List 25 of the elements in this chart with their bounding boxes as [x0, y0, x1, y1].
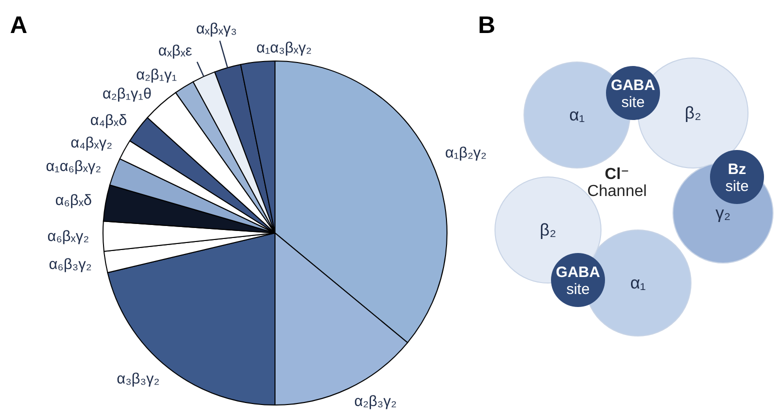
text: β₂ — [540, 220, 556, 240]
slice-label: α₄βₓδ — [90, 112, 127, 129]
slice-label: α₆βₓδ — [55, 192, 92, 209]
text: β₂ — [684, 104, 702, 122]
text: Bz site — [725, 160, 749, 194]
slice-label: αₓβₓε — [158, 42, 192, 60]
slice-label: αₓβₓγ₃ — [196, 20, 237, 38]
slice-label: α₂β₁γ₁ — [136, 66, 177, 84]
text: α₁ — [630, 274, 646, 292]
slice-label: α₂β₁γ₁θ — [102, 85, 152, 102]
text: Cl⁻ Channel — [587, 166, 647, 200]
slice-label: α₃β₃γ₂ — [116, 370, 160, 388]
slice-label: α₄βₓγ₂ — [70, 134, 112, 152]
text: γ₂ — [715, 204, 731, 222]
chart-title: A — [10, 12, 28, 40]
text: GABA site — [556, 264, 600, 298]
slice-label: α₆β₃γ₂ — [48, 256, 92, 273]
slice-label: α₆βₓγ₂ — [47, 228, 90, 246]
slice-label: α₁α₆βₓγ₂ — [46, 158, 102, 176]
text: GABA site — [610, 76, 656, 110]
text: B — [478, 12, 496, 40]
slice-label: α₂β₃γ₂ — [354, 392, 397, 410]
slice-label: α₁β₂γ₂ — [445, 144, 487, 162]
text: α₁ — [569, 106, 586, 124]
slice-label: α₁α₃βₓγ₂ — [256, 39, 312, 56]
